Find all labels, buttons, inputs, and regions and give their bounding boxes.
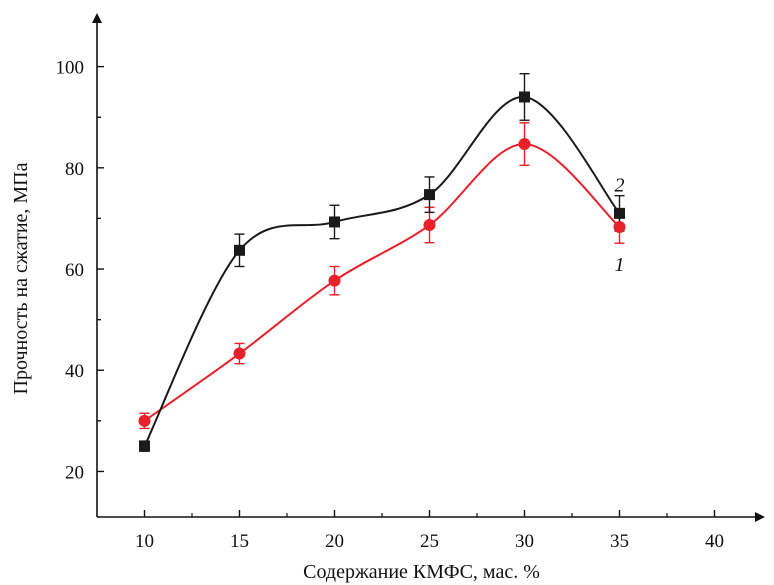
x-axis-title: Содержание КМФС, мас. % bbox=[303, 561, 540, 583]
series-1-point bbox=[518, 138, 531, 151]
x-tick-label: 15 bbox=[230, 531, 249, 552]
y-tick-label: 80 bbox=[65, 159, 84, 180]
curves bbox=[143, 95, 621, 447]
series-2-label: 2 bbox=[615, 174, 625, 196]
y-axis-title: Прочность на сжатие, МПа bbox=[10, 162, 32, 394]
series-2-point bbox=[234, 244, 245, 256]
x-tick-label: 35 bbox=[610, 531, 629, 552]
data-markers bbox=[138, 91, 626, 452]
series-1-point bbox=[138, 414, 151, 427]
series-2-point bbox=[329, 216, 340, 228]
series-2-line bbox=[143, 95, 621, 447]
series-2-point bbox=[139, 440, 150, 452]
series-1-point bbox=[233, 347, 246, 360]
series-1-label: 1 bbox=[615, 254, 625, 276]
series-2-point bbox=[614, 207, 625, 219]
y-tick-label: 20 bbox=[65, 462, 84, 483]
series-1-point bbox=[328, 274, 341, 287]
series-2-point bbox=[424, 189, 435, 201]
x-tick-label: 30 bbox=[515, 531, 534, 552]
x-tick-label: 40 bbox=[705, 531, 724, 552]
series-1-line bbox=[143, 143, 621, 422]
ticks: 10 15 20 25 30 35 40 20 40 60 80 100 bbox=[56, 58, 725, 552]
x-tick-label: 25 bbox=[420, 531, 439, 552]
y-tick-label: 60 bbox=[65, 260, 84, 281]
series-2-point bbox=[519, 91, 530, 103]
error-bars bbox=[139, 72, 625, 452]
series-1-point bbox=[423, 219, 436, 232]
y-tick-label: 100 bbox=[56, 58, 85, 79]
x-tick-label: 20 bbox=[325, 531, 344, 552]
axes bbox=[92, 13, 765, 522]
series-1-point bbox=[613, 221, 626, 234]
y-tick-label: 40 bbox=[65, 361, 84, 382]
x-tick-label: 10 bbox=[135, 531, 154, 552]
